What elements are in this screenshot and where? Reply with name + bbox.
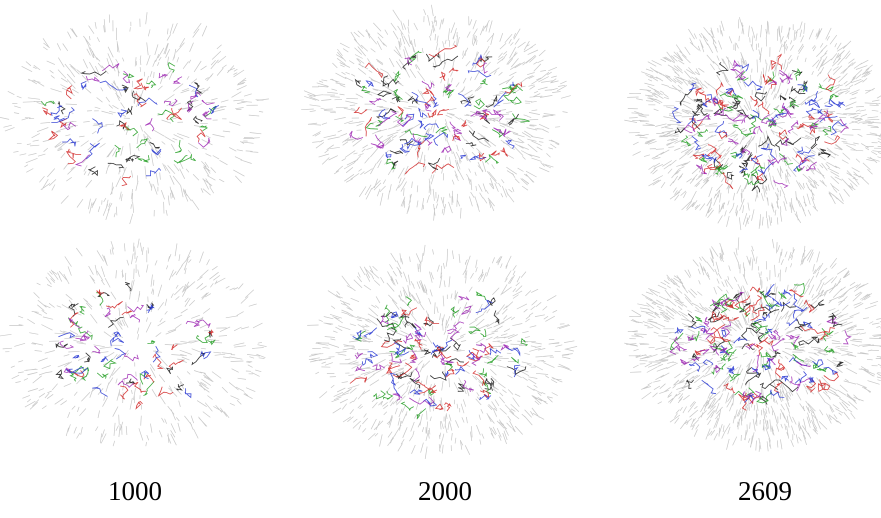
highlighted-edges <box>58 71 202 175</box>
column-label: 2609 <box>665 476 865 507</box>
figure: 1000 2000 2609 <box>0 0 881 518</box>
background-edges <box>624 237 881 451</box>
column-label: 1000 <box>35 476 235 507</box>
highlighted-edges <box>355 45 522 174</box>
highlighted-edges <box>41 63 216 164</box>
background-edges <box>0 239 267 447</box>
highlighted-edges <box>60 305 211 387</box>
background-edges <box>624 17 881 230</box>
background-edges <box>307 245 577 459</box>
highlighted-edges <box>366 55 514 160</box>
column-label: 2000 <box>345 476 545 507</box>
highlighted-edges <box>51 81 219 176</box>
background-edges <box>0 12 269 224</box>
highlighted-edges <box>42 79 205 186</box>
graph-layouts <box>0 0 881 518</box>
